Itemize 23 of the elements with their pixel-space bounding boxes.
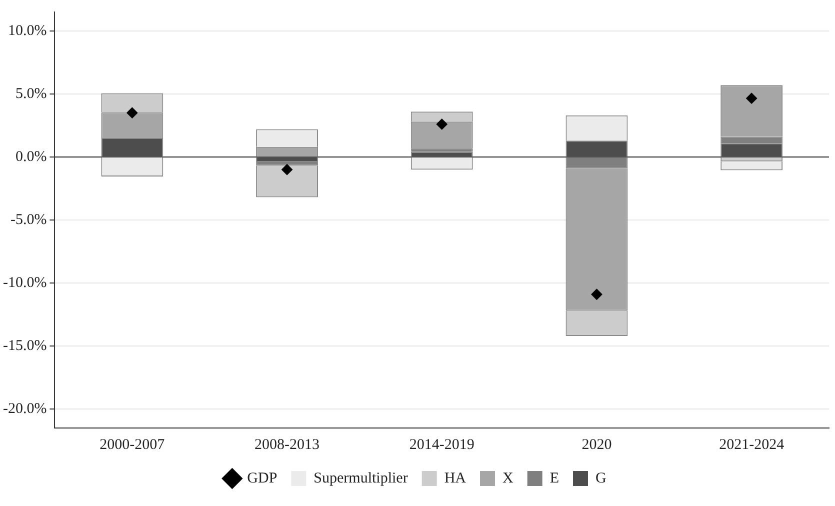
x-tick-label: 2008-2013 <box>254 436 320 453</box>
y-tick-label: 5.0% <box>15 86 47 102</box>
x-tick-label: 2020 <box>582 436 612 453</box>
x-tick-label: 2021-2024 <box>719 436 785 453</box>
y-tick-label: -5.0% <box>10 212 47 228</box>
point <box>282 164 293 176</box>
legend-label: X <box>502 470 514 486</box>
legend-label: HA <box>444 470 466 486</box>
point <box>126 107 138 118</box>
y-tick-label: -20.0% <box>2 401 47 418</box>
y-tick-label: 10.0% <box>8 22 47 39</box>
point <box>436 118 448 130</box>
legend-label: Supermultiplier <box>314 470 408 486</box>
y-tick-label: -15.0% <box>2 338 47 354</box>
y-tick-label: -10.0% <box>2 274 47 291</box>
x-tick-label: 2014-2019 <box>409 436 474 453</box>
y-tick-label: 0.0% <box>15 148 47 165</box>
point <box>746 92 758 104</box>
legend-label: G <box>595 470 606 486</box>
point <box>591 288 602 300</box>
x-tick-label: 2000-2007 <box>100 436 166 453</box>
legend-label: E <box>550 470 560 486</box>
legend-label: GDP <box>247 470 278 486</box>
